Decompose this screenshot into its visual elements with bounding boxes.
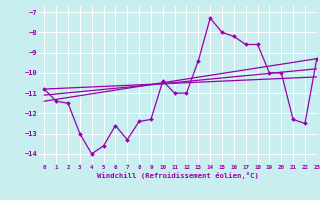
X-axis label: Windchill (Refroidissement éolien,°C): Windchill (Refroidissement éolien,°C): [97, 172, 259, 179]
